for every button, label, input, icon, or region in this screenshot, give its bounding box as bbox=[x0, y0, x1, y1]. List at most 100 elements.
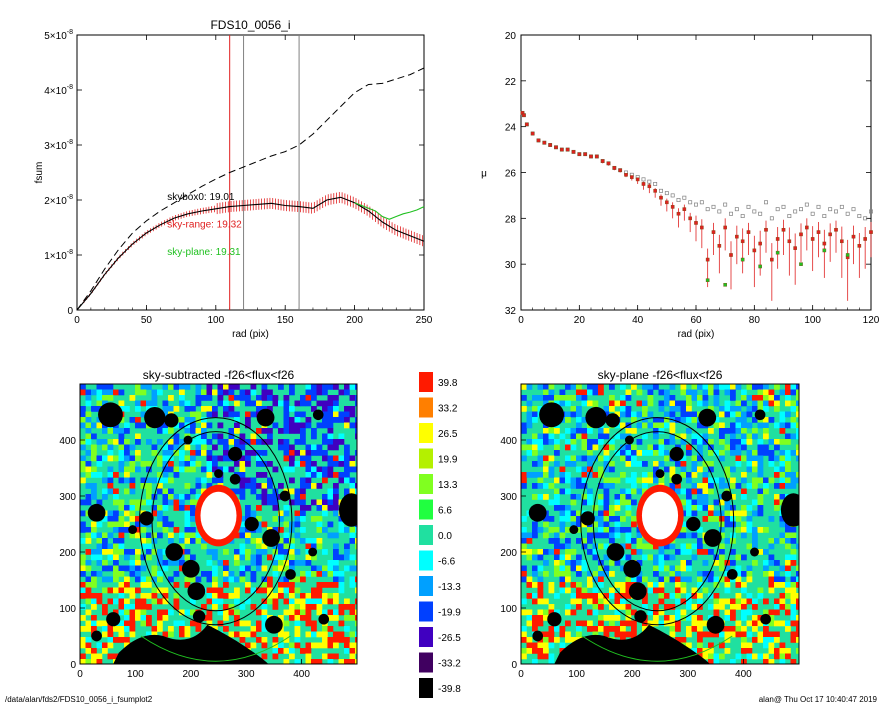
sky-subtracted-cell bbox=[289, 461, 295, 467]
fsum-series-0 bbox=[76, 67, 425, 311]
fsum-ytick-label: 3×10-8 bbox=[44, 139, 73, 152]
sky-plane-cell bbox=[658, 477, 665, 484]
sky-subtracted-cell bbox=[305, 444, 312, 451]
mu-point bbox=[522, 113, 526, 118]
sky-subtracted-cell bbox=[206, 395, 213, 401]
mu-point bbox=[624, 172, 628, 177]
sky-plane-cell bbox=[537, 653, 544, 660]
sky-plane-cell bbox=[790, 417, 797, 423]
sky-plane-cell bbox=[774, 384, 780, 390]
sky-plane-cell bbox=[691, 648, 698, 654]
sky-plane-cell bbox=[785, 571, 791, 577]
sky-subtracted-cell bbox=[327, 395, 334, 401]
sky-subtracted-cell bbox=[118, 532, 125, 539]
sky-subtracted-cell bbox=[245, 477, 251, 484]
sky-subtracted-cell bbox=[305, 593, 312, 599]
sky-subtracted-cell bbox=[327, 582, 334, 588]
mu-ytick-label: 30 bbox=[505, 260, 517, 271]
sky-plane-cell bbox=[576, 389, 582, 396]
sky-subtracted-xtick-label: 300 bbox=[238, 669, 255, 680]
sky-subtracted-cell bbox=[184, 609, 191, 616]
sky-plane-cell bbox=[757, 406, 764, 412]
colorbar-swatch bbox=[419, 499, 433, 520]
sky-subtracted-cell bbox=[157, 576, 163, 583]
sky-subtracted-cell bbox=[333, 653, 339, 660]
sky-subtracted-cell bbox=[250, 477, 257, 484]
sky-plane-cell bbox=[609, 406, 615, 412]
sky-plane-cell bbox=[554, 494, 560, 500]
sky-plane-cell bbox=[625, 593, 632, 599]
sky-subtracted-cell bbox=[157, 488, 163, 495]
mu-point bbox=[775, 237, 780, 241]
sky-subtracted-cell bbox=[294, 532, 301, 539]
sky-plane-cell bbox=[581, 400, 588, 407]
sky-plane-cell bbox=[796, 406, 799, 412]
sky-plane-cell bbox=[565, 527, 571, 533]
sky-subtracted-cell bbox=[129, 631, 136, 638]
sky-plane-cell bbox=[587, 598, 593, 605]
sky-subtracted-cell bbox=[316, 642, 323, 649]
sky-subtracted-cell bbox=[157, 455, 163, 462]
sky-plane-cell bbox=[708, 505, 714, 511]
sky-plane-cell bbox=[746, 609, 753, 616]
sky-subtracted-cell bbox=[85, 494, 92, 500]
sky-plane-cell bbox=[680, 565, 687, 572]
mu-point bbox=[851, 234, 856, 239]
sky-subtracted-cell bbox=[85, 538, 92, 544]
sky-plane-cell bbox=[779, 494, 786, 500]
sky-subtracted-cell bbox=[256, 428, 262, 434]
sky-subtracted-cell bbox=[102, 549, 108, 555]
sky-subtracted-cell bbox=[85, 389, 92, 396]
sky-plane-cell bbox=[752, 626, 758, 632]
sky-subtracted-cell bbox=[278, 516, 284, 522]
sky-subtracted-cell bbox=[80, 444, 86, 451]
sky-plane-cell bbox=[796, 411, 799, 418]
sky-plane-cell bbox=[664, 395, 670, 401]
sky-subtracted-cell bbox=[283, 395, 290, 401]
sky-plane-cell bbox=[576, 510, 582, 517]
sky-plane-cell bbox=[647, 582, 654, 588]
sky-subtracted-cell bbox=[157, 587, 163, 594]
sky-subtracted-cell bbox=[294, 560, 301, 566]
sky-subtracted-cell bbox=[179, 439, 185, 445]
sky-plane-cell bbox=[565, 455, 571, 462]
sky-plane-cell bbox=[592, 472, 599, 478]
sky-subtracted-cell bbox=[234, 587, 240, 594]
sky-subtracted-cell bbox=[135, 450, 141, 456]
sky-plane-cell bbox=[746, 466, 753, 473]
sky-plane-cell bbox=[796, 389, 799, 396]
sky-plane-cell bbox=[763, 428, 769, 434]
sky-subtracted-cell bbox=[305, 659, 312, 664]
sky-plane-cell bbox=[631, 609, 637, 616]
sky-plane-cell bbox=[686, 549, 692, 555]
sky-plane-cell bbox=[757, 384, 764, 390]
sky-plane-cell bbox=[719, 422, 725, 429]
sky-plane-cell bbox=[576, 406, 582, 412]
sky-plane-cell bbox=[664, 565, 670, 572]
sky-subtracted-cell bbox=[146, 532, 152, 539]
sky-subtracted-cell bbox=[311, 538, 317, 544]
sky-plane-cell bbox=[768, 538, 775, 544]
sky-plane-cell bbox=[719, 510, 725, 517]
sky-subtracted-cell bbox=[245, 582, 251, 588]
sky-subtracted-cell bbox=[118, 565, 125, 572]
colorbar-label: -33.2 bbox=[438, 659, 461, 670]
sky-plane-cell bbox=[592, 444, 599, 451]
sky-subtracted-cell bbox=[349, 395, 356, 401]
sky-subtracted-cell bbox=[102, 439, 108, 445]
sky-subtracted-cell bbox=[344, 549, 350, 555]
sky-plane-cell bbox=[653, 609, 659, 616]
sky-plane-cell bbox=[724, 538, 731, 544]
sky-plane-cell bbox=[779, 483, 786, 489]
sky-subtracted-cell bbox=[256, 461, 262, 467]
sky-subtracted-cell bbox=[217, 422, 224, 429]
sky-subtracted-cell bbox=[190, 428, 196, 434]
sky-subtracted-cell bbox=[206, 609, 213, 616]
sky-plane-cell bbox=[598, 516, 604, 522]
sky-plane-cell bbox=[658, 461, 665, 467]
sky-subtracted-cell bbox=[300, 400, 306, 407]
sky-subtracted-cell bbox=[162, 593, 169, 599]
sky-plane-cell bbox=[620, 587, 626, 594]
sky-plane-cell bbox=[746, 598, 753, 605]
sky-subtracted-cell bbox=[305, 598, 312, 605]
